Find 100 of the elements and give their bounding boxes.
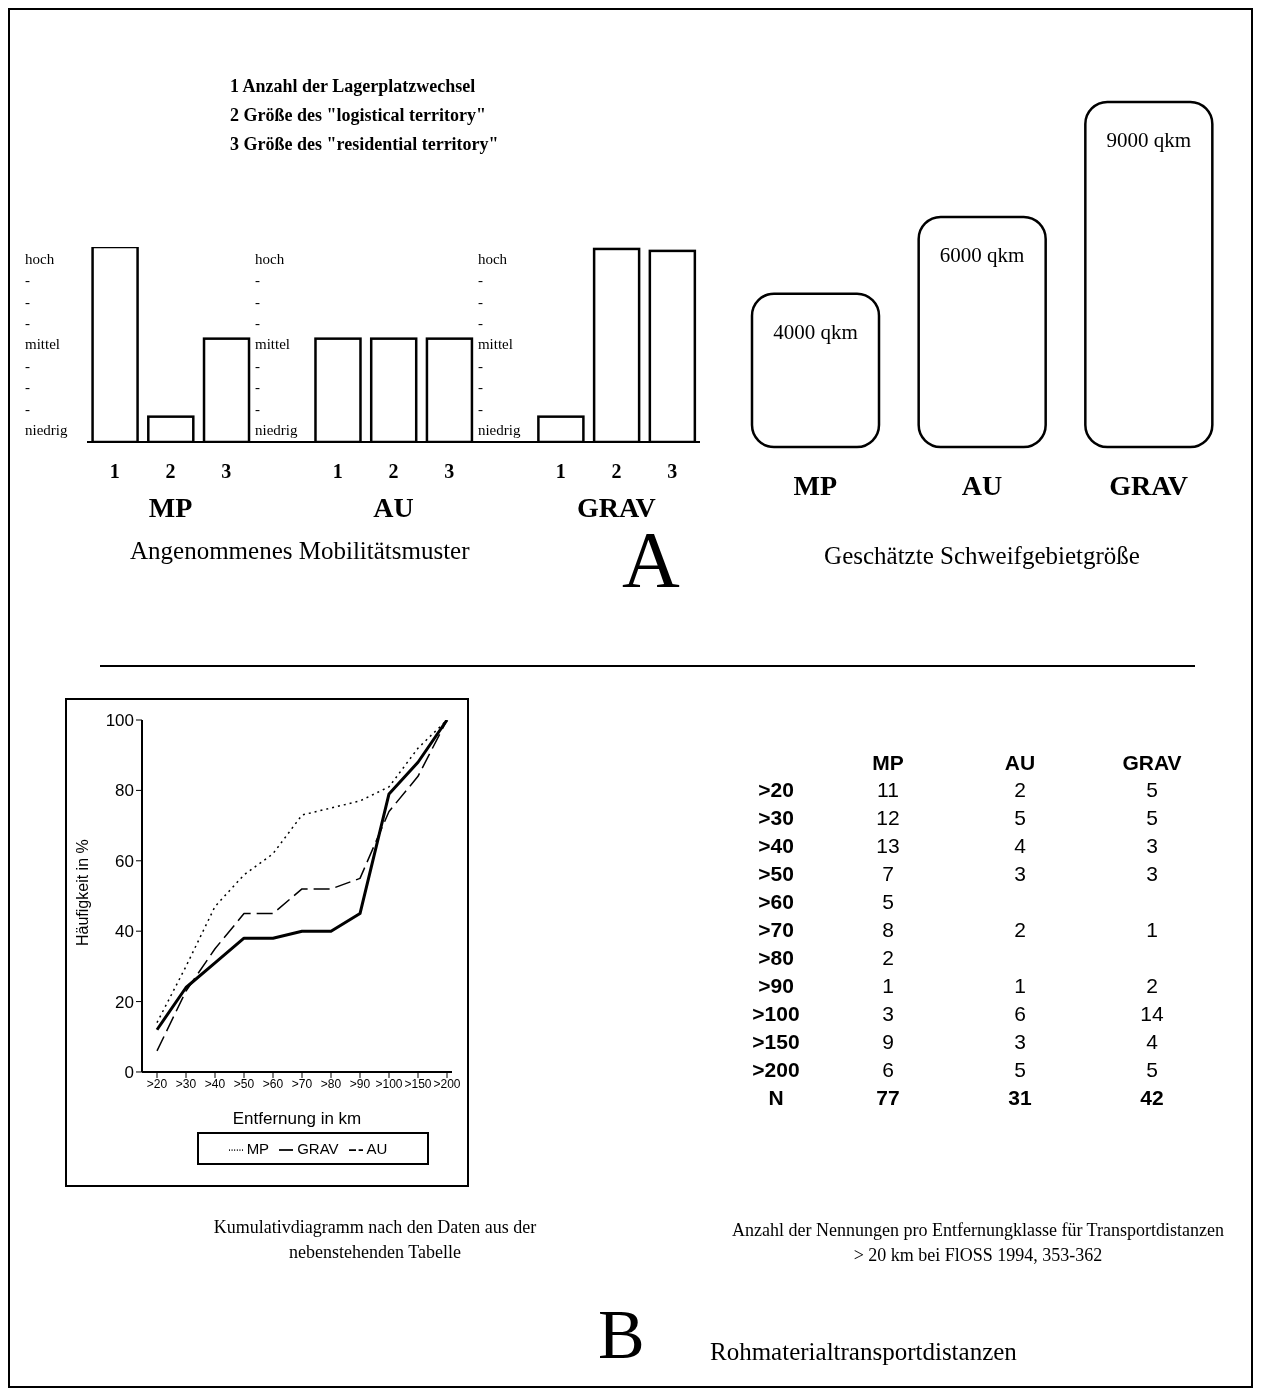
data-label: 7 <box>881 861 895 887</box>
text: - <box>25 400 30 417</box>
data-label: 3 <box>1013 861 1027 887</box>
legend-label: GRAV <box>297 1139 339 1157</box>
text: AU <box>1003 750 1037 776</box>
data-label: 5 <box>1145 1057 1159 1083</box>
text: - <box>25 293 30 310</box>
annotation: - <box>255 292 262 311</box>
text: 3 Größe des "residential territory" <box>230 133 499 156</box>
data-label: 5 <box>1145 805 1159 831</box>
data-label: 5 <box>1013 1057 1027 1083</box>
data-label: 11 <box>876 777 900 803</box>
x-tick-label: >150 <box>404 1077 432 1092</box>
category-label: >60 <box>757 889 795 915</box>
x-axis-title: Entfernung in km <box>232 1108 362 1128</box>
text: - <box>25 314 30 331</box>
data-label: 31 <box>1007 1085 1033 1111</box>
category-label: >70 <box>757 917 795 943</box>
category-label: AU <box>961 469 1003 501</box>
annotation: - <box>255 378 262 397</box>
x-tick-label: 2 <box>165 460 176 483</box>
series-label: AU <box>372 492 415 524</box>
data-label: 5 <box>1145 777 1159 803</box>
data-label: 13 <box>875 833 901 859</box>
data-label: 6 <box>881 1057 895 1083</box>
data-label: 3 <box>1145 833 1159 859</box>
x-tick-label: 1 <box>555 460 566 483</box>
x-tick-label: 3 <box>221 460 232 483</box>
x-tick-label: >70 <box>291 1077 313 1092</box>
text: mittel <box>477 336 513 353</box>
data-label: 42 <box>1139 1085 1165 1111</box>
data-label: 9000 qkm <box>1106 127 1192 152</box>
x-tick-label: >40 <box>204 1077 226 1092</box>
x-tick-label: >30 <box>175 1077 197 1092</box>
category-label: >90 <box>757 973 795 999</box>
annotation: niedrig <box>255 420 298 439</box>
text: 1 Anzahl der Lagerplatzwechsel <box>230 75 477 98</box>
text: - <box>477 379 483 396</box>
annotation: mittel <box>255 335 292 354</box>
legend-label: AU <box>366 1139 388 1157</box>
data-label: 14 <box>1139 1001 1165 1027</box>
data-label: 3 <box>1145 861 1159 887</box>
category-label: >150 <box>751 1029 801 1055</box>
category-label: MP <box>793 469 838 501</box>
category-label: >50 <box>757 861 795 887</box>
series-label: MP <box>147 492 194 524</box>
text: - <box>477 357 483 374</box>
text: Anzahl der Nennungen pro Entfernungklasse für Transportdistanzen > 20 km bei FlOSS 1994, 353-362 <box>731 1219 1225 1267</box>
x-tick-label: >90 <box>349 1077 371 1092</box>
category-label: >100 <box>751 1001 801 1027</box>
x-tick-label: >20 <box>146 1077 168 1092</box>
text: niedrig <box>25 421 68 438</box>
data-label: 4000 qkm <box>773 319 858 344</box>
x-tick-label: 1 <box>332 460 343 483</box>
x-tick-label: >60 <box>262 1077 284 1092</box>
text: - <box>25 379 30 396</box>
text: - <box>477 272 483 289</box>
data-label: 1 <box>881 973 895 999</box>
data-label: 4 <box>1145 1029 1159 1055</box>
annotation: - <box>255 356 262 375</box>
y-tick-label: 80 <box>115 781 134 801</box>
legend-label: MP <box>246 1139 270 1157</box>
data-label: 4 <box>1013 833 1027 859</box>
x-tick-label: >100 <box>375 1077 403 1092</box>
text: niedrig <box>477 421 521 438</box>
y-axis-title: Häufigkeit in % <box>73 839 91 946</box>
x-tick-label: 3 <box>667 460 678 483</box>
data-label: 2 <box>881 945 895 971</box>
x-tick-label: 2 <box>611 460 622 483</box>
data-label: 8 <box>881 917 895 943</box>
annotation: hoch <box>255 249 286 268</box>
y-tick-label: 0 <box>124 1063 134 1082</box>
text: hoch <box>25 250 55 267</box>
annotation: - <box>255 399 262 418</box>
data-label: 2 <box>1013 777 1027 803</box>
x-tick-label: 3 <box>444 460 455 483</box>
text: B <box>598 1295 645 1375</box>
text: Kumulativdiagramm nach den Daten aus der nebenstehenden Tabelle <box>212 1216 538 1264</box>
text: Geschätzte Schweifgebietgröße <box>823 542 1141 570</box>
x-tick-label: >50 <box>233 1077 255 1092</box>
text: mittel <box>25 336 60 353</box>
text: 2 Größe des "logistical territory" <box>230 104 487 127</box>
text: MP <box>871 750 905 776</box>
data-label: 1 <box>1013 973 1027 999</box>
data-label: 2 <box>1145 973 1159 999</box>
data-label: 77 <box>875 1085 901 1111</box>
text: Rohmaterialtransportdistanzen <box>710 1338 1017 1366</box>
category-label: >30 <box>757 805 795 831</box>
x-tick-label: 2 <box>388 460 399 483</box>
data-label: 6000 qkm <box>939 242 1025 267</box>
category-label: >80 <box>757 945 795 971</box>
text: hoch <box>477 250 508 267</box>
data-label: 5 <box>1013 805 1027 831</box>
text: GRAV <box>1121 750 1183 776</box>
annotation: - <box>255 313 262 332</box>
x-tick-label: >200 <box>433 1077 461 1092</box>
data-label: 1 <box>1145 917 1159 943</box>
y-tick-label: 20 <box>115 992 134 1012</box>
category-label: GRAV <box>1109 469 1189 501</box>
annotation: - <box>255 271 262 290</box>
